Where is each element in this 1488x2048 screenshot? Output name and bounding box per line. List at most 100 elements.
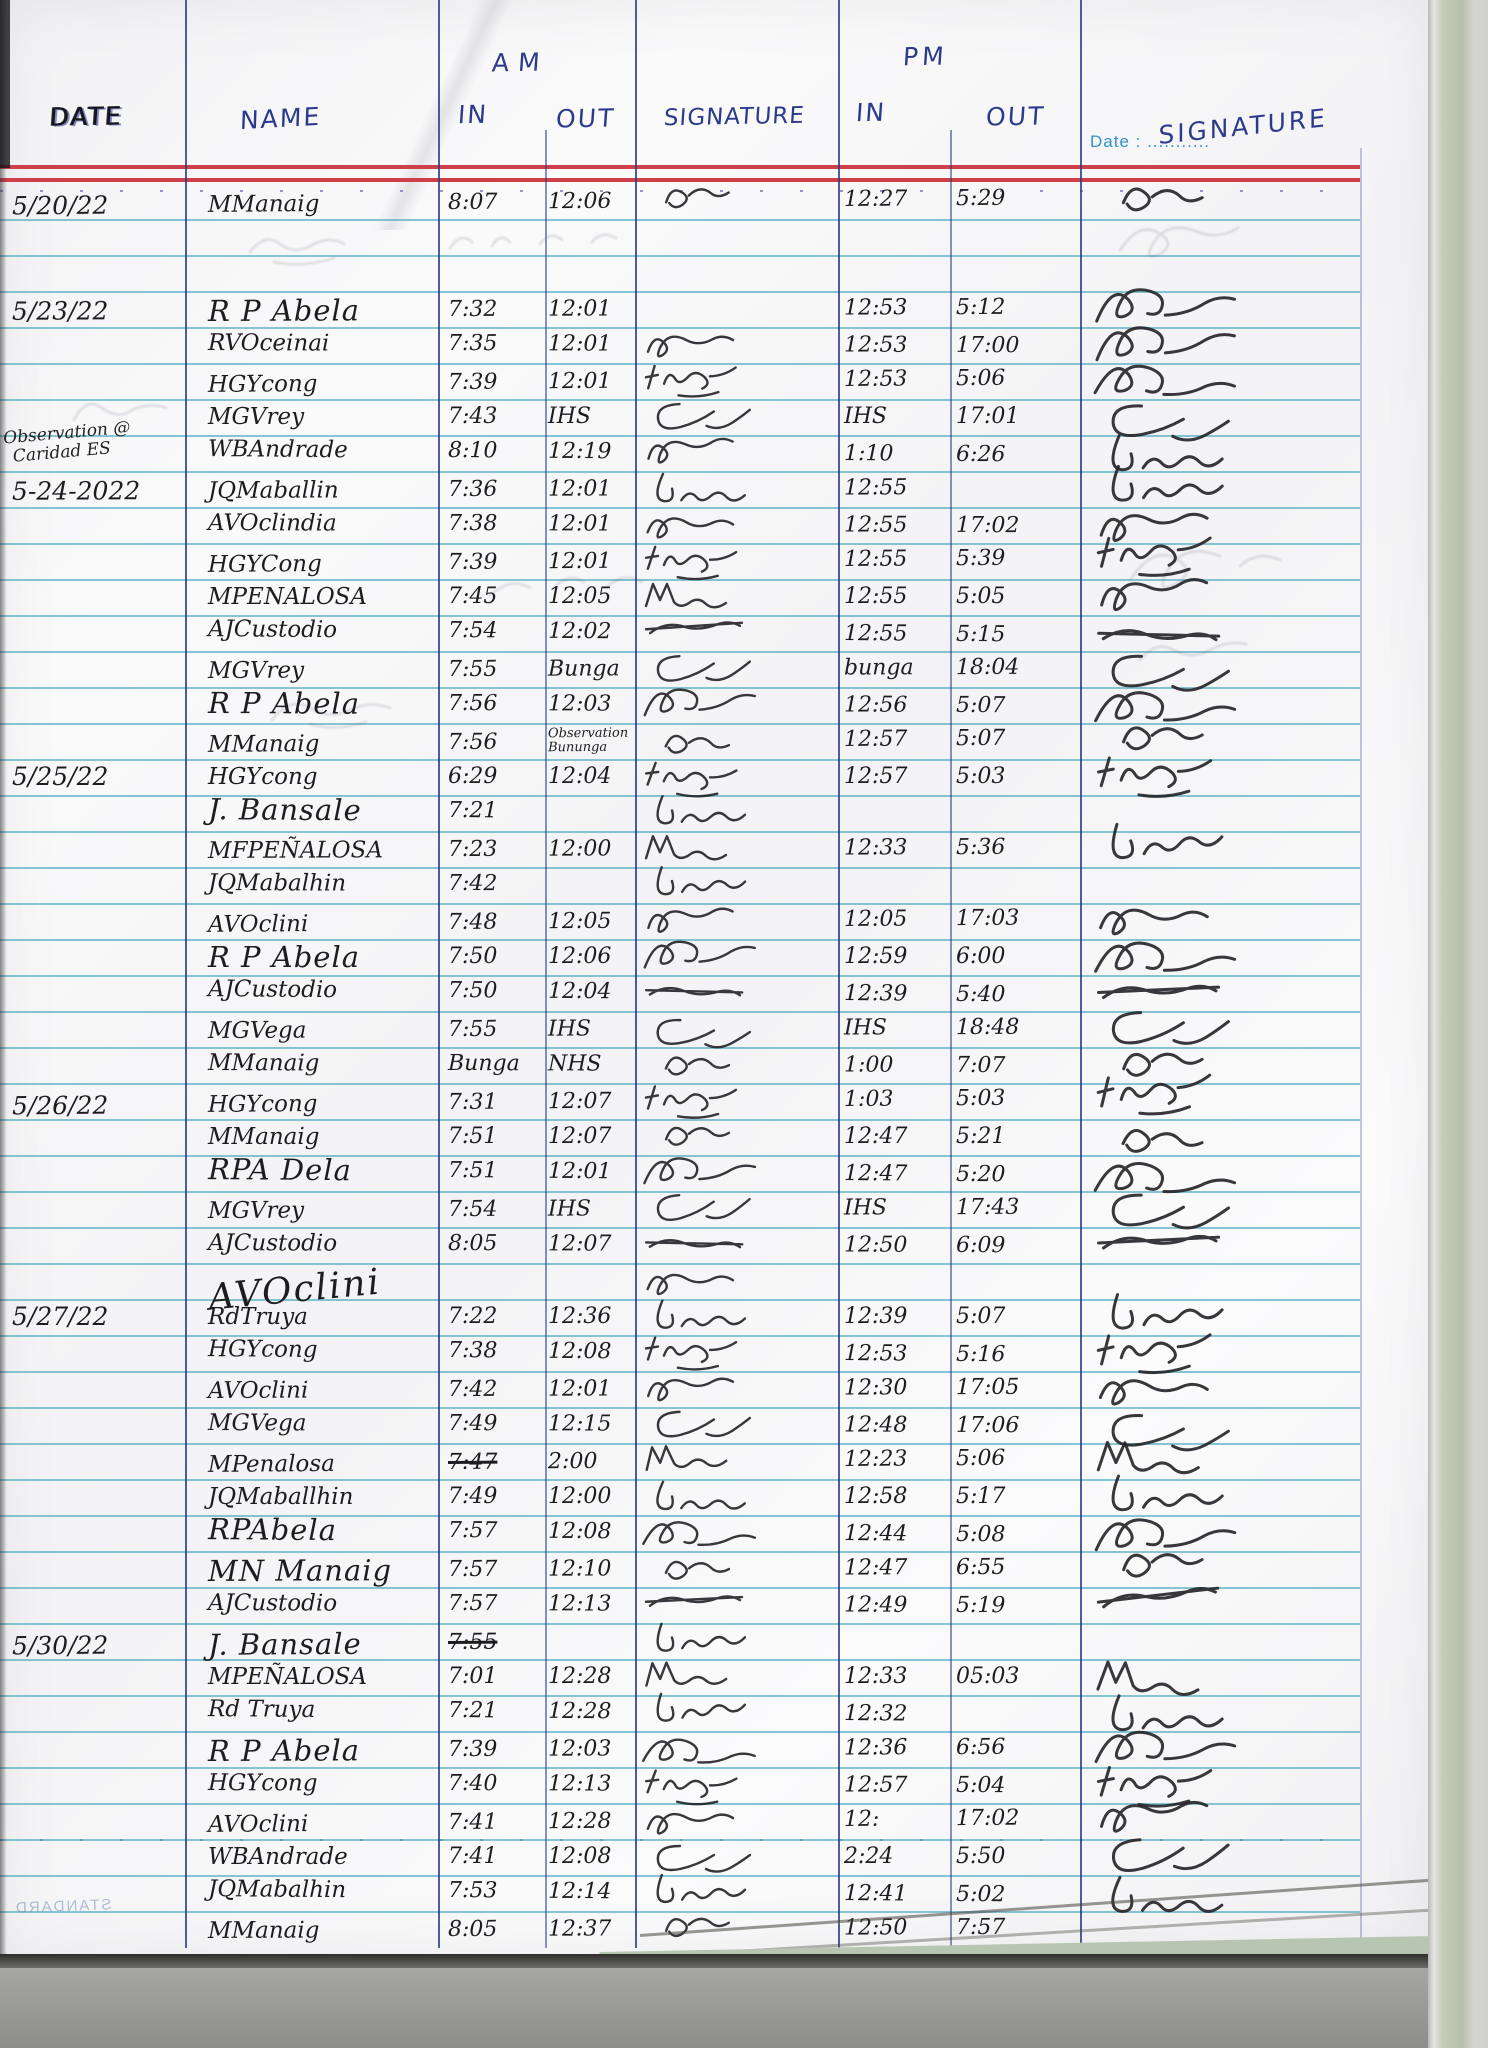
am-out-cell: 12:01 [547,511,612,537]
pm-in-cell: 12:57 [844,764,908,789]
scrawl-x-icon [1097,629,1221,642]
column-line-signature [838,0,840,1948]
scrawl-heg-icon [1096,1765,1213,1808]
am-out-cell: 12:05 [547,908,612,935]
am-in-cell: 7:32 [447,296,498,323]
signature-scrawl [1086,714,1236,763]
signature-scrawl [636,1366,786,1415]
am-in-cell: 7:54 [447,617,498,644]
scrawl-pen-icon [644,582,728,609]
scrawl-heg-icon [644,1769,738,1806]
scrawl-x-icon [644,986,744,997]
pm-out-cell: 5:06 [955,1445,1006,1472]
table-row: MPEÑALOSA 7:01 12:28 12:33 05:03 [0,1660,1428,1697]
table-row: HGYcong 7:40 12:13 12:57 5:04 [0,1765,1428,1808]
date-cell: 5-24-2022 [11,476,141,506]
pm-out-cell: 05:03 [956,1664,1020,1689]
table-row: AJCustodio 7:57 12:13 12:49 5:19 [0,1585,1428,1626]
scrawl-mura-icon [1111,822,1224,860]
am-out-cell: 12:36 [548,1304,612,1329]
signature-scrawl [1086,354,1236,403]
am-in-cell: 7:39 [447,1736,498,1763]
table-row: AJCustodio 7:50 12:04 12:39 5:40 [0,971,1428,1018]
signature-scrawl [1086,1654,1236,1702]
scrawl-mura-icon [656,1692,747,1722]
am-out-cell: 12:14 [547,1878,612,1905]
pm-out-column-header: OUT [984,101,1047,132]
signature-scrawl [1086,1153,1237,1202]
table-row: R P Abela 7:50 12:06 12:59 6:00 [0,940,1428,976]
signature-scrawl [1086,174,1236,223]
scrawl-pen-icon [645,1445,728,1472]
signature-scrawl [636,394,786,442]
signature-scrawl [1086,1544,1236,1593]
am-out-cell: 12:01 [547,1376,612,1402]
pm-in-cell: 12:55 [843,620,908,647]
signature-scrawl [636,1042,786,1091]
am-in-cell: 7:23 [447,836,498,863]
pm-in-cell: IHS [843,1015,887,1041]
am-out-cell: 12:00 [548,1484,612,1509]
scrawl-bra-icon [1095,326,1236,362]
name-column-header: NAME [239,101,322,136]
pm-section-label: PM [901,41,949,72]
scrawl-loop-icon [1099,512,1209,542]
scrawl-clq-icon [656,1844,752,1873]
am-in-cell: 7:22 [448,1304,498,1329]
am-out-column-header: OUT [554,103,617,134]
column-line-right-margin [1360,148,1362,1948]
am-in-cell: 7:55 [447,1016,498,1043]
am-out-cell: 12:04 [548,764,612,789]
pm-out-cell: 6:00 [956,944,1006,969]
table-row: 5/27/22 RdTruya 7:22 12:36 12:39 5:07 [0,1293,1428,1336]
signature-scrawl [636,1077,786,1126]
table-row: MGVega 7:49 12:15 12:48 17:06 [0,1405,1428,1452]
scrawl-mura-icon [1111,464,1224,502]
pm-in-cell: 12:47 [844,1124,908,1149]
am-out-cell: 12:13 [547,1591,612,1617]
scrawl-mura-icon [1111,434,1224,472]
table-row: MGVrey 7:55 Bunga bunga 18:04 [0,649,1428,692]
signature-scrawl [1086,934,1237,982]
pm-out-cell: 5:04 [955,1772,1006,1799]
table-row: AVOclini 7:41 12:28 12: 17:02 [0,1799,1428,1846]
signature-scrawl [636,1222,786,1271]
pm-in-cell: 12:55 [844,584,908,609]
date-cell: 5/25/22 [12,762,109,791]
scrawl-clq-icon [656,402,752,430]
pm-out-cell: 5:39 [955,545,1006,572]
table-row: JQMabalhin 7:42 [0,865,1428,906]
signature-scrawl [636,466,786,515]
signature-scrawl [1086,1434,1236,1483]
signature-scrawl [636,934,786,982]
am-out-cell: 12:02 [547,618,612,645]
scrawl-loop-icon [646,335,735,358]
scrawl-loop-icon [1098,1379,1209,1406]
scrawl-rz-icon [1122,726,1204,751]
signature-scrawl [1086,1834,1236,1882]
pm-in-cell: 12:44 [843,1520,908,1547]
bleed-through-mark [270,702,392,729]
table-row: RPAbela 7:57 12:08 12:44 5:08 [0,1511,1428,1558]
signature-scrawl [1086,284,1237,333]
table-row: MManaig Bunga NHS 1:00 7:07 [0,1045,1428,1086]
page-corner-shadow [0,0,10,168]
pm-in-cell: 12:49 [843,1592,908,1618]
am-out-cell: 12:28 [547,1808,612,1835]
scrawl-rz-icon [664,1126,731,1146]
am-in-cell: 8:05 [447,1916,498,1943]
table-row: AJCustodio 7:54 12:02 12:55 5:15 [0,611,1428,658]
signature-scrawl [1086,503,1236,552]
scrawl-rz-icon [665,188,730,209]
pm-in-cell: 12:53 [843,332,908,358]
scrawl-heg-icon [1096,536,1212,577]
scrawl-clq-icon [656,1018,752,1049]
table-row: MManaig 7:51 12:07 12:47 5:21 [0,1120,1428,1156]
pm-out-cell: 5:19 [955,1592,1006,1619]
pm-in-cell: 12:48 [843,1412,908,1438]
page-left-edge [0,0,7,1954]
signature-scrawl [636,1114,786,1162]
scrawl-bra-icon [642,1738,756,1764]
pm-out-cell: 17:05 [955,1374,1020,1401]
pm-out-cell: 17:43 [955,1194,1020,1221]
